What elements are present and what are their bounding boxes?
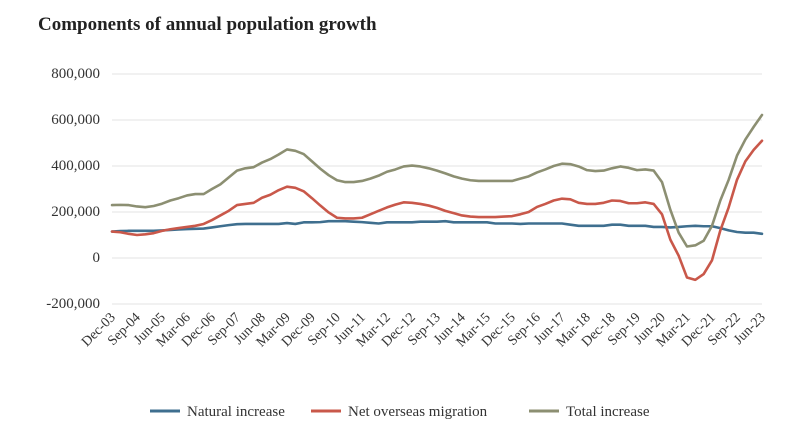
legend-label-natural-increase: Natural increase	[187, 404, 285, 420]
series-lines	[110, 113, 764, 282]
series-line-net-overseas-migration	[110, 139, 764, 282]
legend-label-net-overseas-migration: Net overseas migration	[348, 404, 488, 420]
y-tick-label: 200,000	[51, 204, 100, 220]
legend-label-total-increase: Total increase	[566, 404, 650, 420]
legend: Natural increase Net overseas migration To…	[150, 404, 650, 420]
y-tick-label: -200,000	[46, 296, 100, 312]
chart-title: Components of annual population growth	[38, 14, 377, 35]
y-axis-ticks: -200,000 0 200,000 400,000 600,000 800,000	[46, 66, 100, 312]
y-tick-label: 800,000	[51, 66, 100, 82]
series-line-natural-increase	[110, 219, 764, 236]
series-line-total-increase	[110, 113, 764, 248]
y-tick-label: 400,000	[51, 158, 100, 174]
gridlines	[112, 73, 762, 305]
y-tick-label: 0	[93, 250, 101, 266]
y-tick-label: 600,000	[51, 112, 100, 128]
x-axis-ticks: Dec-03Sep-04Jun-05Mar-06Dec-06Sep-07Jun-…	[79, 310, 769, 350]
